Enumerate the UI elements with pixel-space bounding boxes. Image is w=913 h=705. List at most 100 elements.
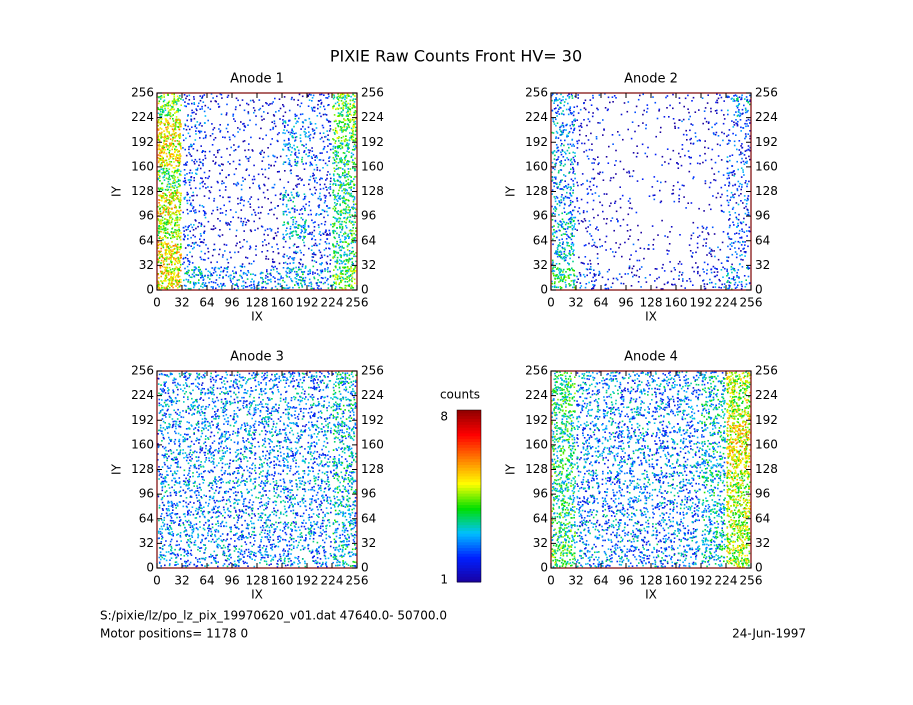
count-dot [276,133,279,136]
count-dot [160,137,162,139]
count-dot [179,266,181,269]
count-dot [646,107,649,110]
count-dot [351,272,354,275]
count-dot [337,151,339,154]
count-dot [176,189,178,192]
count-dot [352,129,354,132]
count-dot [218,285,220,288]
count-dot [715,122,718,125]
count-dot [177,98,179,100]
count-dot [201,108,203,110]
colorbar-strip [457,501,481,506]
count-dot [553,123,556,125]
count-dot [214,227,217,229]
count-dot [289,228,292,230]
count-dot [234,284,236,286]
count-dot [590,189,592,191]
count-dot [176,157,179,159]
count-dot [168,258,170,260]
count-dot [249,229,252,231]
count-dot [162,244,164,246]
count-dot [166,183,169,186]
count-dot [164,163,166,165]
count-dot [174,195,176,197]
count-dot [172,104,175,106]
count-dot [198,102,200,105]
count-dot [308,131,310,133]
count-dot [557,137,560,139]
count-dot [309,139,311,142]
count-dot [243,199,245,202]
count-dot [744,122,746,125]
count-dot [176,209,179,212]
count-dot [314,253,317,256]
count-dot [736,188,739,190]
count-dot [160,272,163,275]
count-dot [212,249,215,251]
count-dot [179,95,181,97]
count-dot [309,270,312,272]
count-dot [666,148,669,150]
count-dot [164,243,166,245]
count-dot [661,164,663,166]
count-dot [159,109,161,111]
count-dot [164,136,166,138]
count-dot [247,157,250,160]
count-dot [344,159,347,161]
count-dot [321,262,323,265]
count-dot [194,212,196,214]
x-tick-label: 160 [271,296,294,310]
count-dot [305,153,307,156]
count-dot [347,102,349,105]
count-dot [598,173,601,175]
count-dot [173,194,175,197]
count-dot [295,195,298,197]
count-dot [287,124,289,126]
count-dot [170,105,173,108]
count-dot [188,99,191,101]
count-dot [188,244,190,246]
count-dot [291,257,293,260]
count-dot [219,235,221,238]
count-dot [270,269,272,271]
count-dot [165,170,168,172]
count-dot [173,132,176,135]
count-dot [355,255,357,258]
count-dot [193,224,195,226]
count-dot [567,196,569,199]
count-dot [335,168,337,170]
count-dot [354,211,356,214]
count-dot [165,272,168,274]
count-dot [303,228,306,230]
colorbar-strip [457,464,481,468]
count-dot [312,130,314,132]
count-dot [634,130,636,133]
count-dot [572,180,574,182]
count-dot [298,224,301,227]
count-dot [346,163,348,166]
count-dot [673,122,676,125]
count-dot [200,285,202,288]
count-dot [328,160,330,162]
count-dot [171,156,173,158]
count-dot [240,269,242,272]
count-dot [747,133,750,135]
count-dot [302,205,305,208]
count-dot [217,103,220,105]
y-tick-label: 128 [131,184,154,198]
count-dot [166,221,168,224]
count-dot [197,225,199,228]
count-dot [325,261,328,264]
count-dot [168,247,170,250]
count-dot [573,127,576,130]
count-dot [682,118,685,121]
count-dot [342,107,345,110]
count-dot [354,130,357,133]
count-dot [194,235,196,238]
count-dot [299,249,302,252]
count-dot [333,174,335,177]
count-dot [355,129,357,131]
count-dot [728,211,731,213]
count-dot [344,238,346,241]
count-dot [637,224,639,227]
